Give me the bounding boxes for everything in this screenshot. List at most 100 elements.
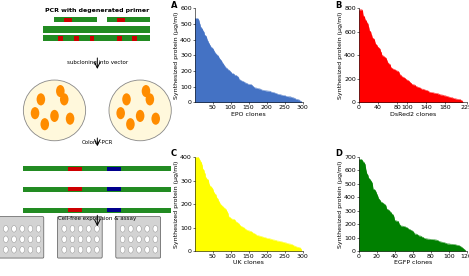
Bar <box>58 36 63 41</box>
Text: PCR with degenerated primer: PCR with degenerated primer <box>45 8 150 13</box>
Circle shape <box>145 246 150 253</box>
Circle shape <box>136 246 141 253</box>
Y-axis label: Synthesized protein (µg/ml): Synthesized protein (µg/ml) <box>338 12 343 99</box>
Bar <box>68 208 82 212</box>
Circle shape <box>120 236 125 243</box>
Bar <box>74 36 79 41</box>
Circle shape <box>136 110 144 122</box>
Circle shape <box>145 236 150 243</box>
Bar <box>23 208 171 213</box>
Circle shape <box>20 246 24 253</box>
Circle shape <box>66 113 75 125</box>
Circle shape <box>78 246 83 253</box>
Text: B: B <box>335 1 341 10</box>
Bar <box>54 17 97 22</box>
Text: subcloning into vector: subcloning into vector <box>67 60 128 65</box>
Bar <box>107 167 121 171</box>
Bar <box>132 36 137 41</box>
Bar <box>64 18 72 22</box>
Circle shape <box>78 225 83 232</box>
Circle shape <box>20 236 24 243</box>
Circle shape <box>40 118 49 130</box>
Circle shape <box>116 107 125 119</box>
Circle shape <box>28 236 33 243</box>
Circle shape <box>120 225 125 232</box>
Circle shape <box>122 93 131 105</box>
Circle shape <box>12 236 16 243</box>
Circle shape <box>50 110 59 122</box>
Circle shape <box>36 246 41 253</box>
Bar <box>23 166 171 171</box>
Circle shape <box>70 246 75 253</box>
Circle shape <box>60 93 68 105</box>
Circle shape <box>62 246 67 253</box>
Circle shape <box>95 236 99 243</box>
Text: Cell-free expression & assay: Cell-free expression & assay <box>58 216 136 221</box>
Y-axis label: Synthesized protein (µg/ml): Synthesized protein (µg/ml) <box>174 160 179 248</box>
Circle shape <box>142 85 150 97</box>
X-axis label: EPO clones: EPO clones <box>231 112 266 116</box>
Circle shape <box>129 246 133 253</box>
Circle shape <box>70 225 75 232</box>
Circle shape <box>62 236 67 243</box>
Circle shape <box>78 236 83 243</box>
Circle shape <box>36 236 41 243</box>
Bar <box>117 36 121 41</box>
Bar <box>43 26 150 33</box>
Circle shape <box>86 225 91 232</box>
FancyBboxPatch shape <box>0 217 44 258</box>
X-axis label: UK clones: UK clones <box>233 260 264 265</box>
Circle shape <box>28 225 33 232</box>
Circle shape <box>37 93 45 105</box>
X-axis label: EGFP clones: EGFP clones <box>393 260 432 265</box>
Circle shape <box>20 225 24 232</box>
Text: A: A <box>171 1 177 10</box>
Circle shape <box>70 236 75 243</box>
Circle shape <box>86 246 91 253</box>
Circle shape <box>3 236 8 243</box>
Bar <box>107 208 121 212</box>
Circle shape <box>3 225 8 232</box>
Circle shape <box>153 225 158 232</box>
Circle shape <box>28 246 33 253</box>
Circle shape <box>153 236 158 243</box>
Circle shape <box>36 225 41 232</box>
Bar <box>68 187 82 191</box>
Circle shape <box>145 225 150 232</box>
Circle shape <box>126 118 135 130</box>
Bar <box>68 167 82 171</box>
FancyBboxPatch shape <box>57 217 102 258</box>
Circle shape <box>136 225 141 232</box>
X-axis label: DsRed2 clones: DsRed2 clones <box>390 112 436 116</box>
Bar <box>43 35 150 41</box>
Bar <box>107 187 121 191</box>
Circle shape <box>12 225 16 232</box>
Circle shape <box>31 107 39 119</box>
Circle shape <box>153 246 158 253</box>
Circle shape <box>129 225 133 232</box>
Circle shape <box>120 246 125 253</box>
Circle shape <box>95 225 99 232</box>
Circle shape <box>62 225 67 232</box>
Text: D: D <box>335 150 342 158</box>
Circle shape <box>145 93 154 105</box>
Ellipse shape <box>109 80 171 141</box>
Circle shape <box>151 113 160 125</box>
Circle shape <box>3 246 8 253</box>
FancyBboxPatch shape <box>116 217 160 258</box>
Circle shape <box>95 246 99 253</box>
Circle shape <box>56 85 65 97</box>
Circle shape <box>129 236 133 243</box>
Y-axis label: Synthesized protein (µg/ml): Synthesized protein (µg/ml) <box>174 12 179 99</box>
Text: Colony-PCR: Colony-PCR <box>82 140 113 145</box>
Circle shape <box>86 236 91 243</box>
Text: C: C <box>171 150 177 158</box>
Circle shape <box>12 246 16 253</box>
Bar <box>23 187 171 192</box>
Y-axis label: Synthesized protein (µg/ml): Synthesized protein (µg/ml) <box>338 160 343 248</box>
Ellipse shape <box>23 80 86 141</box>
Circle shape <box>136 236 141 243</box>
Bar <box>117 18 125 22</box>
Bar <box>107 17 150 22</box>
Bar <box>90 36 94 41</box>
